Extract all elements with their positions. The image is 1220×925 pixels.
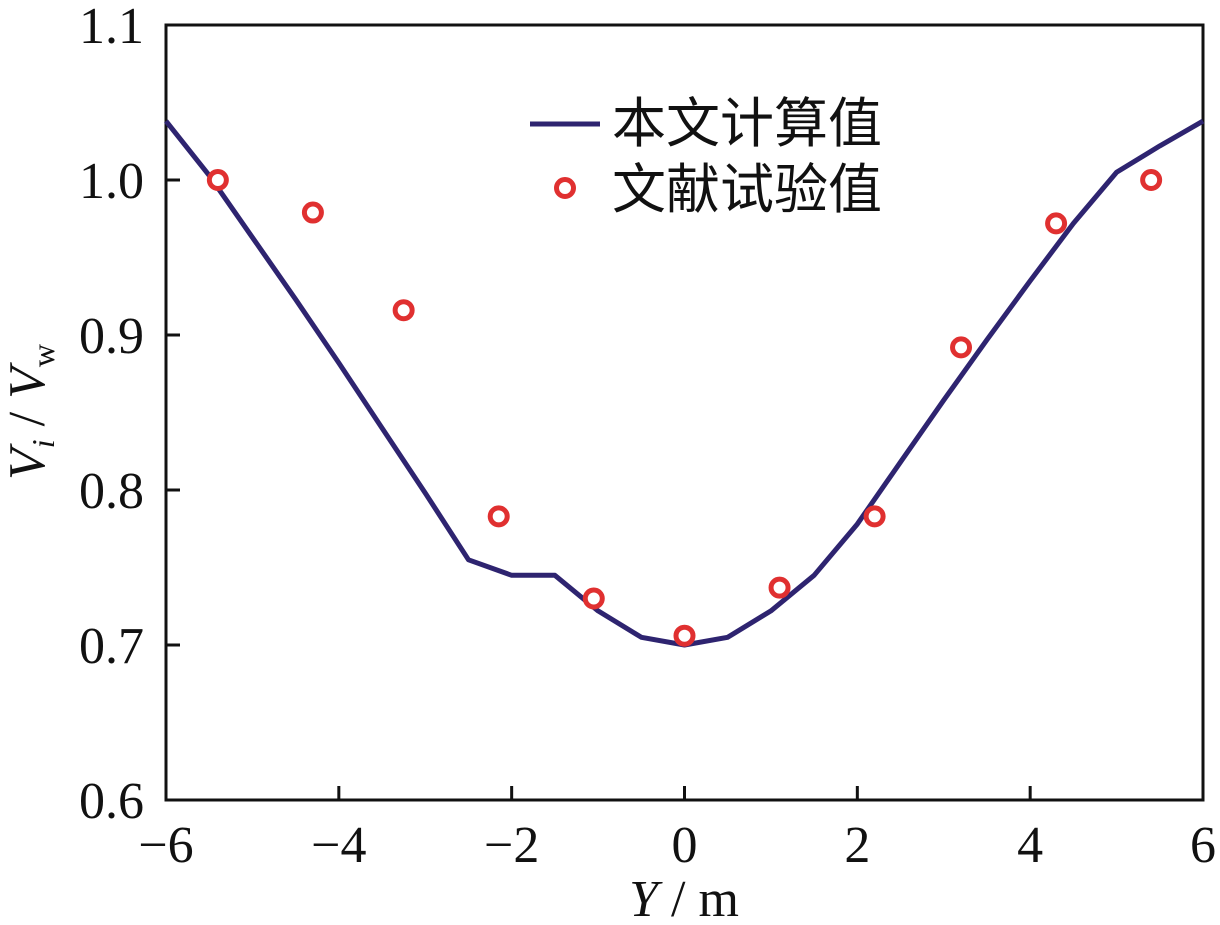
data-point — [206, 169, 229, 191]
legend-label-experimental: 文献试验值 — [612, 158, 882, 221]
series-points-experimental — [206, 169, 1163, 647]
data-point — [301, 201, 324, 224]
x-tick-label: 4 — [1017, 817, 1043, 874]
y-axis-tick-labels: 0.6 0.7 0.8 0.9 1.0 1.1 — [79, 0, 144, 830]
data-point — [673, 624, 696, 647]
x-tick-label: −2 — [484, 817, 539, 874]
y-tick-label: 1.1 — [79, 0, 144, 55]
data-point — [1045, 212, 1068, 235]
data-point — [863, 505, 886, 528]
y-tick-label: 0.8 — [79, 463, 144, 520]
data-point — [768, 576, 791, 599]
data-point — [1140, 169, 1163, 191]
y-tick-label: 1.0 — [79, 153, 144, 210]
legend-label-calculated: 本文计算值 — [612, 92, 882, 155]
x-axis-title: Y / m — [629, 871, 739, 925]
y-tick-label: 0.6 — [79, 773, 144, 830]
x-tick-label: 0 — [672, 817, 698, 874]
x-tick-label: −4 — [311, 817, 366, 874]
plot-area — [164, 23, 1205, 802]
legend: 本文计算值 文献试验值 — [530, 92, 882, 221]
data-point — [487, 505, 510, 528]
data-point — [950, 336, 973, 359]
y-axis-title: Vi / Vw — [0, 344, 61, 480]
x-axis-ticks — [337, 786, 1032, 800]
y-tick-label: 0.9 — [79, 308, 144, 365]
y-tick-label: 0.7 — [79, 618, 144, 675]
x-tick-label: 6 — [1190, 817, 1216, 874]
x-tick-label: −6 — [138, 817, 193, 874]
data-point — [392, 299, 415, 322]
data-point — [582, 587, 605, 610]
x-axis-tick-labels: −6 −4 −2 0 2 4 6 — [138, 817, 1216, 874]
x-tick-label: 2 — [844, 817, 870, 874]
y-axis-ticks — [166, 178, 180, 647]
legend-marker-swatch — [554, 177, 576, 199]
